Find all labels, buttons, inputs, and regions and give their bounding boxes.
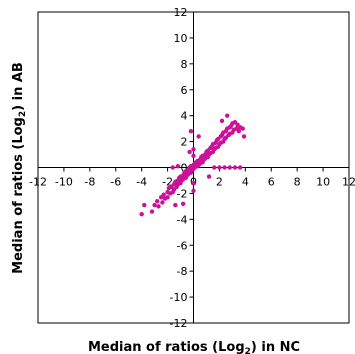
data-point	[149, 209, 155, 214]
data-point	[227, 165, 232, 170]
x-tick-label: -6	[110, 176, 121, 189]
y-tick-label: 8	[181, 58, 188, 71]
x-tick-label: 6	[268, 176, 275, 189]
x-axis-title: Median of ratios (Log2) in NC	[88, 340, 300, 354]
data-point	[156, 204, 161, 209]
y-tick-label: 6	[181, 84, 188, 97]
x-tick-label: 8	[294, 176, 301, 189]
data-point	[212, 165, 217, 170]
data-point	[224, 113, 230, 118]
y-tick-label: -2	[177, 187, 188, 200]
data-point	[191, 180, 196, 186]
x-tick-label: -12	[29, 176, 47, 189]
data-point	[219, 118, 225, 124]
data-point	[240, 126, 245, 131]
x-tick-label: 4	[242, 176, 249, 189]
data-point	[152, 202, 157, 208]
data-point	[237, 165, 243, 170]
data-point	[191, 188, 196, 194]
data-point	[206, 174, 212, 179]
y-tick-label: -10	[170, 291, 188, 304]
y-tick-label: 2	[181, 136, 188, 149]
data-points	[139, 113, 247, 217]
axis-tick-labels: -12-10-8-6-4-2024681012-12-10-8-6-4-2024…	[29, 6, 355, 330]
y-tick-label: -4	[177, 213, 188, 226]
data-point	[170, 165, 175, 170]
x-tick-label: -10	[55, 176, 73, 189]
data-point	[139, 211, 144, 217]
y-tick-label: 4	[181, 110, 188, 123]
y-tick-label: 0	[181, 162, 188, 175]
y-axis-title: Median of ratios (Log2) in AB	[11, 62, 28, 274]
y-tick-label: -8	[177, 265, 188, 278]
data-point	[180, 201, 186, 206]
x-tick-label: -2	[162, 176, 173, 189]
data-point	[165, 195, 170, 200]
y-tick-label: -6	[177, 239, 188, 252]
data-point	[142, 202, 147, 208]
data-point	[155, 198, 160, 204]
y-tick-label: -12	[170, 317, 188, 330]
data-point	[232, 165, 238, 170]
y-tick-label: 10	[174, 32, 188, 45]
x-tick-label: -4	[136, 176, 147, 189]
x-tick-label: 12	[342, 176, 355, 189]
x-tick-label: 10	[316, 176, 330, 189]
data-point	[241, 134, 247, 139]
data-point	[187, 149, 192, 155]
x-tick-label: 2	[216, 176, 223, 189]
data-point	[222, 165, 227, 170]
data-point	[217, 165, 222, 170]
data-point	[175, 164, 181, 169]
data-point	[191, 153, 196, 159]
data-point	[196, 134, 201, 139]
data-point	[236, 129, 242, 134]
data-point	[191, 147, 196, 152]
x-tick-label: -8	[84, 176, 95, 189]
data-point	[173, 202, 178, 208]
data-point	[188, 129, 194, 134]
data-point	[160, 200, 165, 205]
data-point	[161, 192, 166, 197]
y-tick-label: 12	[174, 6, 188, 19]
